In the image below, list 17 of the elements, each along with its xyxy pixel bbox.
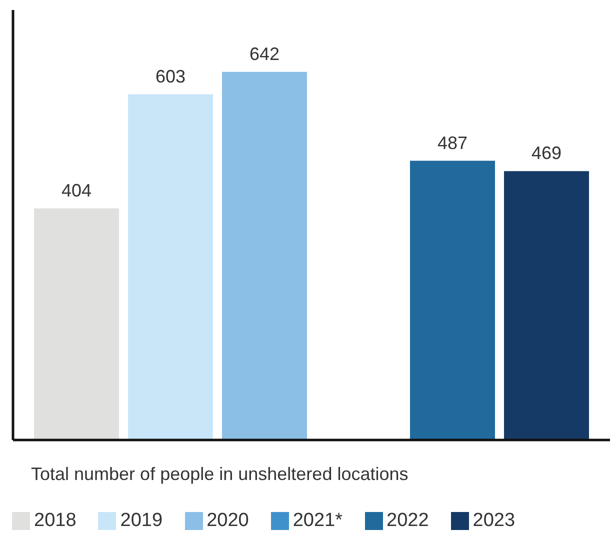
bar	[128, 94, 213, 440]
x-axis-title: Total number of people in unsheltered locations	[31, 464, 408, 484]
data-label: 642	[249, 44, 280, 64]
data-label: 404	[61, 180, 92, 200]
legend-label: 2022	[386, 510, 429, 531]
legend-label: 2023	[472, 510, 516, 531]
data-label: 469	[531, 143, 562, 164]
data-label: 603	[155, 66, 186, 86]
bar	[34, 208, 119, 440]
data-label: 487	[437, 132, 468, 153]
legend-label: 2019	[120, 510, 163, 531]
bar	[222, 72, 307, 440]
legend-label: 2020	[206, 510, 249, 531]
bar	[410, 160, 495, 440]
legend-label: 2021*	[292, 510, 343, 531]
bar	[504, 171, 589, 440]
legend-label: 2018	[34, 510, 76, 531]
